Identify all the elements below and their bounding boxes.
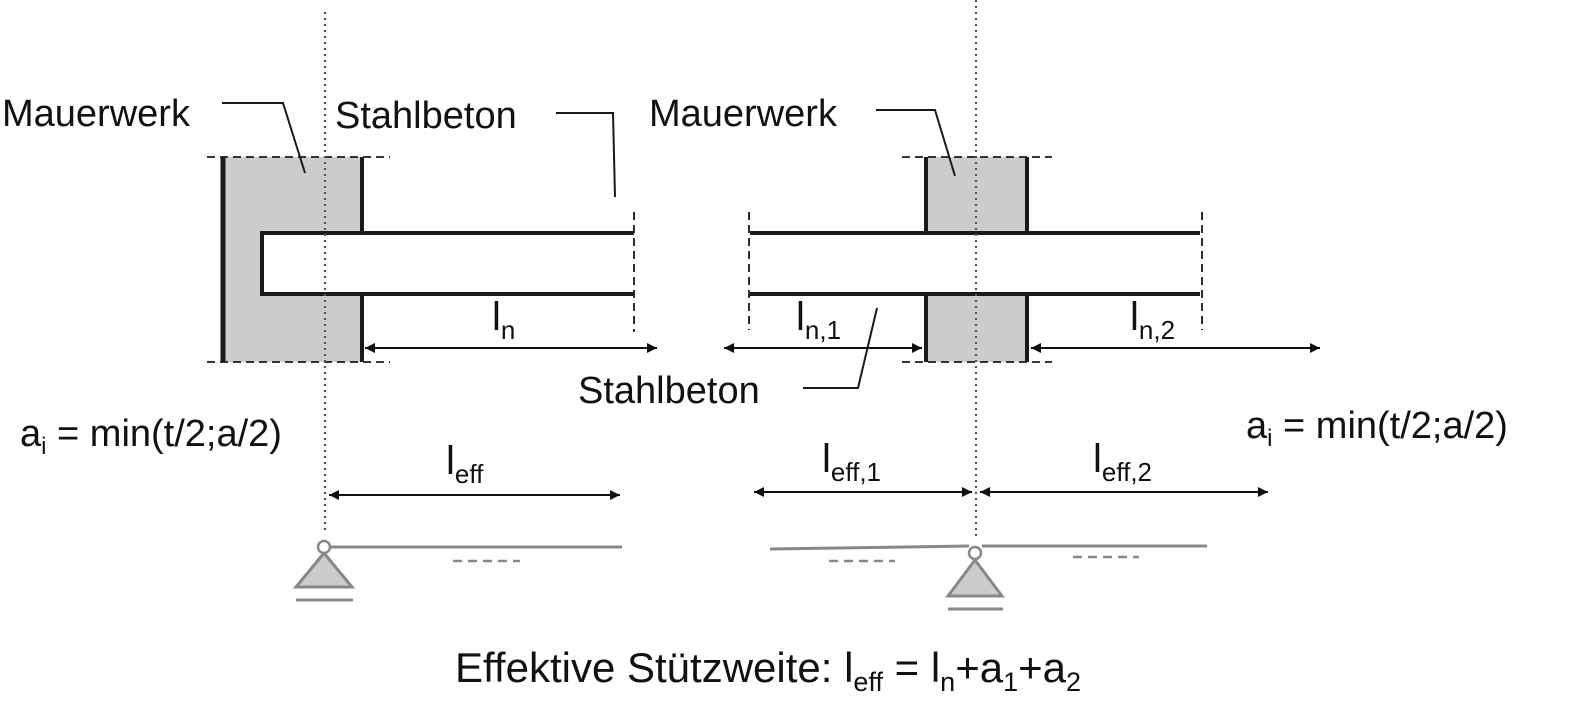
label-stahlbeton-left: Stahlbeton: [335, 95, 517, 137]
dim-label-leff1: leff,1: [822, 437, 881, 487]
beam-line-left: [769, 544, 970, 551]
leader-mauerwerk-left: [222, 102, 306, 174]
label-mauerwerk-right: Mauerwerk: [649, 93, 838, 135]
leader-stahlbeton-left: [556, 112, 616, 198]
hinge-circle: [967, 545, 983, 561]
static-system-left: [292, 539, 622, 602]
leader-stahlbeton-right: [803, 307, 878, 389]
pin-support-triangle: [292, 550, 356, 589]
label-mauerwerk-left: Mauerwerk: [2, 93, 191, 135]
dim-label-leff: leff: [446, 439, 484, 489]
caption-effective-span: Effektive Stützweite: leff = ln+a1+a2: [455, 644, 1081, 697]
end-support-detail: [207, 102, 657, 363]
dim-label-ln2: ln,2: [1130, 295, 1175, 345]
formula-ai-left: ai = min(t/2;a/2): [20, 413, 282, 460]
intermediate-support-detail: [724, 109, 1320, 389]
masonry-wall-lower: [926, 294, 1027, 362]
slab-left: [260, 231, 634, 296]
dim-label-ln1: ln,1: [796, 295, 841, 345]
pin-support-triangle: [945, 557, 1005, 598]
static-system-right: [769, 544, 1207, 611]
masonry-wall-left: [223, 157, 362, 362]
formula-ai-right: ai = min(t/2;a/2): [1246, 405, 1508, 452]
hinge-circle: [316, 539, 332, 555]
label-stahlbeton-right: Stahlbeton: [578, 370, 760, 412]
leader-mauerwerk-right: [876, 109, 956, 177]
dim-label-leff2: leff,2: [1093, 437, 1152, 487]
dim-label-ln: ln: [492, 295, 515, 345]
